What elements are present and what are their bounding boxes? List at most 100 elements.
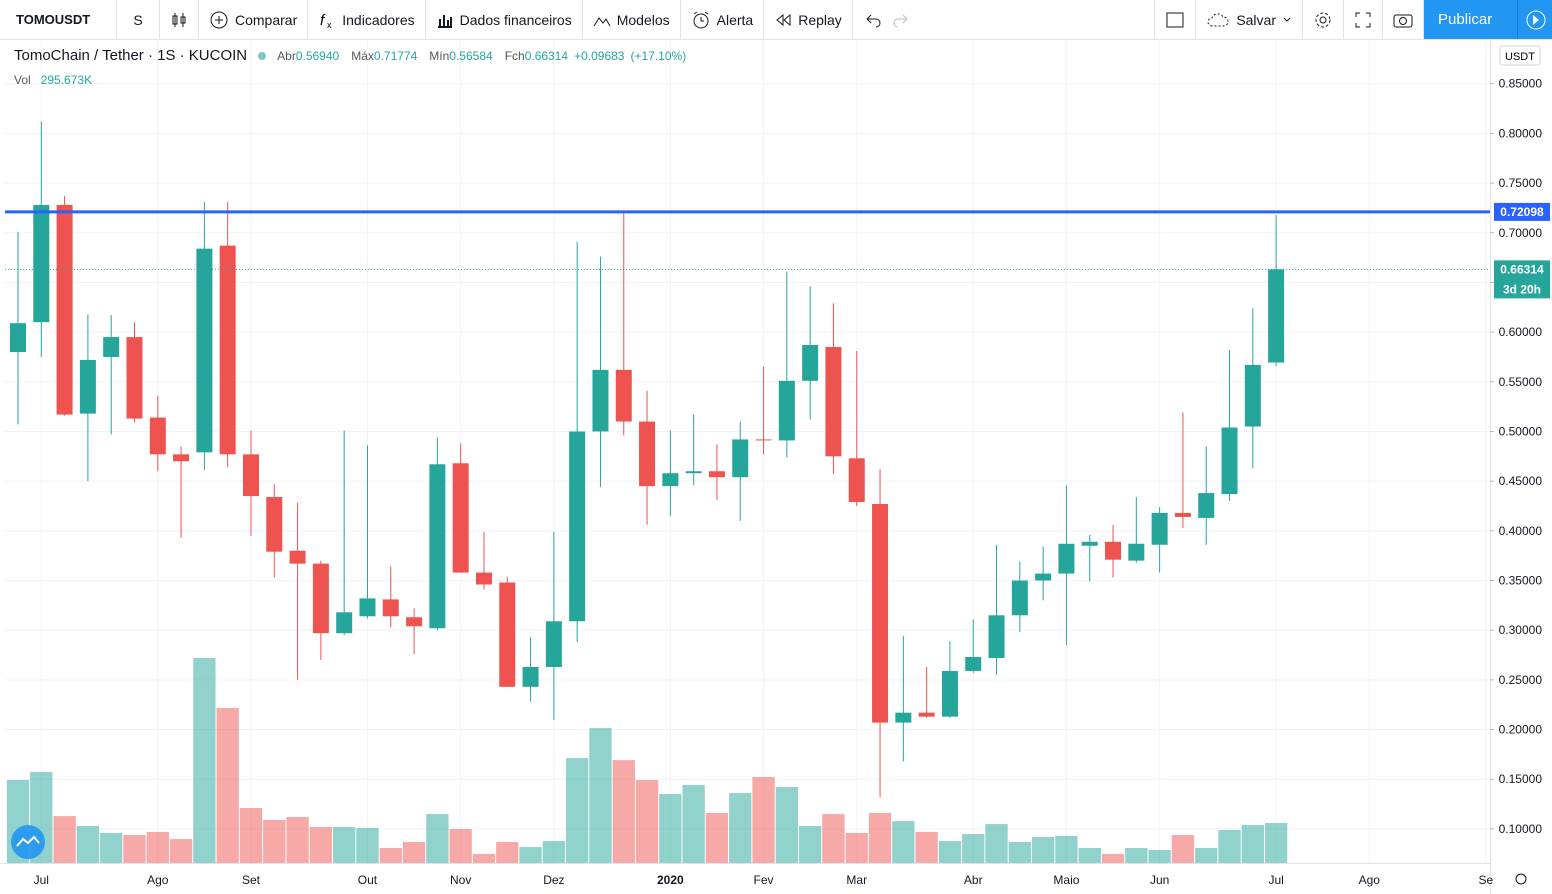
currency: USDT xyxy=(1505,51,1535,63)
volume-value: 295.673K xyxy=(40,73,93,87)
countdown: 3d 20h xyxy=(1503,282,1541,296)
replay[interactable]: Replay xyxy=(764,0,853,39)
chart: USDT 0.10000 0.15000 0.20000 0.25000 0.30000 0… xyxy=(0,40,1552,894)
volume-bar xyxy=(1171,835,1195,863)
x-tick-label: Ago xyxy=(1359,873,1381,887)
symbol[interactable]: TOMOUSDT xyxy=(0,0,117,39)
volume-bar xyxy=(799,825,822,863)
financials-label: Dados financeiros xyxy=(459,11,572,28)
volume-bar xyxy=(682,784,705,863)
candle-body xyxy=(732,439,749,478)
x-tick-label: Nov xyxy=(450,873,471,887)
chart-title: TomoChain / Tether · 1S · KUCOIN xyxy=(14,47,248,64)
candle-body xyxy=(33,204,50,323)
alert[interactable]: Alerta xyxy=(681,0,765,39)
candle-body xyxy=(988,615,1005,659)
volume-bar xyxy=(496,842,519,863)
volume-bar xyxy=(76,825,100,863)
x-tick-label: Jun xyxy=(1150,873,1169,887)
fullscreen[interactable] xyxy=(1344,0,1383,39)
volume-bar xyxy=(635,779,659,863)
y-tick-label: 0.50000 xyxy=(1499,424,1543,438)
x-tick-label: Set xyxy=(242,873,261,887)
interval[interactable]: S xyxy=(117,0,160,39)
candle-body xyxy=(1221,427,1238,495)
volume-bar xyxy=(612,760,635,863)
last-price-bg xyxy=(1494,260,1550,299)
volume-bar xyxy=(169,839,193,863)
snapshot[interactable] xyxy=(1383,0,1424,39)
candle-body xyxy=(312,563,329,634)
volume-bar xyxy=(356,827,379,863)
candle-body xyxy=(149,417,166,455)
x-tick-label: Maio xyxy=(1053,873,1079,887)
volume-bar xyxy=(1078,847,1101,863)
volume-bar xyxy=(309,827,333,863)
volume-bar xyxy=(216,708,239,863)
y-tick-label: 0.85000 xyxy=(1499,77,1543,91)
legend-key: Fch xyxy=(504,48,525,63)
last-price-label: 0.66314 xyxy=(1500,262,1544,276)
volume-bar xyxy=(1218,830,1241,863)
volume-bar xyxy=(1101,853,1125,863)
indicators[interactable]: f x Indicadores xyxy=(308,0,426,39)
y-tick-label: 0.15000 xyxy=(1499,772,1543,786)
status-dot xyxy=(258,51,267,60)
x-tick-label: 2020 xyxy=(657,873,684,887)
x-tick-label: Fev xyxy=(754,873,774,887)
volume-bar xyxy=(589,728,612,863)
save[interactable]: Salvar xyxy=(1196,0,1303,39)
axis-settings xyxy=(1515,873,1527,885)
financials[interactable]: Dados financeiros xyxy=(426,0,583,39)
candle-body xyxy=(10,323,27,352)
candle-body xyxy=(406,617,423,627)
templates[interactable]: Modelos xyxy=(583,0,681,39)
candle-body xyxy=(895,712,912,723)
volume-bar xyxy=(729,793,752,863)
volume-bar xyxy=(1195,847,1218,863)
candle-body xyxy=(1244,364,1261,427)
volume-bar xyxy=(1264,823,1288,863)
volume-bar xyxy=(519,847,542,863)
x-tick-label: Se xyxy=(1478,873,1493,887)
candle-body xyxy=(872,504,889,723)
y-tick-label: 0.70000 xyxy=(1499,226,1543,240)
compare[interactable]: Comparar xyxy=(199,0,309,39)
candle-body xyxy=(848,458,865,503)
y-tick-label: 0.20000 xyxy=(1499,723,1543,737)
candle-body xyxy=(639,421,656,487)
legend-value: 0.56940 xyxy=(295,48,340,63)
compare-label: Comparar xyxy=(235,11,298,28)
settings[interactable] xyxy=(1303,0,1344,39)
candle-body xyxy=(1011,580,1028,616)
x-tick-label: Ago xyxy=(147,873,169,887)
volume-bar xyxy=(146,832,169,863)
candle-body xyxy=(336,612,353,634)
layout[interactable] xyxy=(1154,0,1197,39)
candle-body xyxy=(1035,573,1052,581)
legend-key: Mín xyxy=(429,48,450,63)
volume-bar xyxy=(333,827,356,863)
legend: TomoChain / Tether · 1S · KUCOIN Abr 0.56… xyxy=(14,47,686,64)
publish[interactable]: Publicar xyxy=(1424,0,1552,39)
volume-bar xyxy=(53,816,76,863)
y-tick-label: 0.80000 xyxy=(1499,126,1543,140)
undo-redo[interactable] xyxy=(853,0,921,39)
candle-body xyxy=(103,337,120,357)
volume-bar xyxy=(659,794,682,863)
y-tick-label: 0.60000 xyxy=(1499,325,1543,339)
candle-body xyxy=(755,439,772,441)
replay-label: Replay xyxy=(798,11,842,28)
alert-label: Alerta xyxy=(716,11,754,28)
candle-body xyxy=(56,204,73,415)
candle-body xyxy=(1174,512,1191,517)
candle-body xyxy=(802,345,819,381)
candle-body xyxy=(1058,543,1075,574)
chart-type[interactable] xyxy=(160,0,199,39)
volume-bar xyxy=(1055,835,1078,863)
candle-body xyxy=(778,380,795,441)
volume-bar xyxy=(1241,825,1264,863)
volume-bar xyxy=(542,840,566,863)
y-tick-label: 0.75000 xyxy=(1499,176,1543,190)
